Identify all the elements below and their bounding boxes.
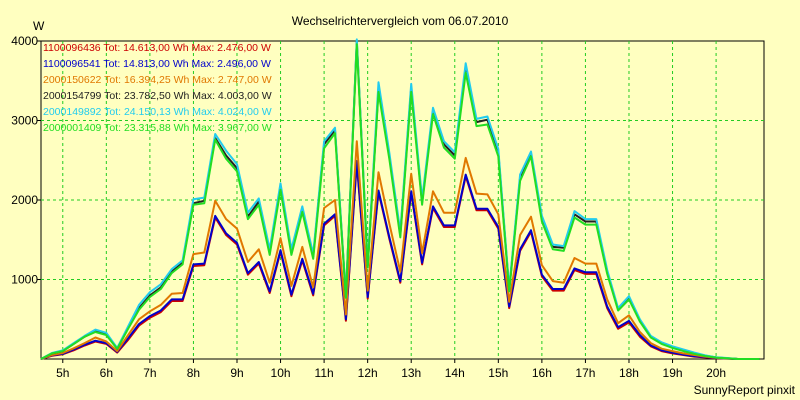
x-tick-label: 20h (706, 366, 726, 380)
legend-entry-2: 1100096541 Tot: 14.813,00 Wh Max: 2.496,… (43, 58, 271, 70)
series-line-2 (40, 160, 760, 360)
footer-credit: SunnyReport pinxit (694, 383, 796, 397)
x-tick-label: 5h (56, 366, 69, 380)
x-tick-label: 15h (488, 366, 508, 380)
y-tick-label: 3000 (11, 114, 38, 128)
x-tick-label: 11h (315, 366, 334, 380)
legend-entry-4: 2000154799 Tot: 23.782,50 Wh Max: 4.003,… (43, 90, 272, 102)
x-tick-label: 17h (575, 366, 595, 380)
legend-entry-1: 1100096436 Tot: 14.613,00 Wh Max: 2.476,… (43, 42, 271, 54)
x-tick-label: 10h (271, 366, 291, 380)
x-tick-label: 7h (143, 366, 156, 380)
y-axis-unit-label: W (33, 19, 45, 33)
y-axis-ticks: 1000 2000 3000 4000 (11, 34, 41, 287)
y-tick-label: 4000 (11, 34, 38, 48)
series-line-6 (40, 43, 760, 360)
x-axis-ticks: 5h 6h 7h 8h 9h 10h 11h 12h 13h 14h 15h 16h 17h 18h 19h… (56, 359, 726, 380)
x-tick-label: 8h (187, 366, 200, 380)
legend-entry-5: 2000149892 Tot: 24.150,13 Wh Max: 4.024,… (43, 106, 272, 118)
y-tick-label: 2000 (11, 193, 38, 207)
x-tick-label: 16h (532, 366, 552, 380)
series-line-1 (40, 162, 760, 360)
legend-entry-6: 2000001409 Tot: 23.315,88 Wh Max: 3.967,… (43, 122, 272, 134)
series-lines (40, 38, 760, 360)
series-line-3 (40, 140, 760, 360)
x-tick-label: 12h (358, 366, 378, 380)
chart-title: Wechselrichtervergleich vom 06.07.2010 (292, 14, 509, 28)
x-tick-label: 19h (663, 366, 683, 380)
x-tick-label: 13h (401, 366, 421, 380)
grid-lines (41, 41, 764, 359)
x-tick-label: 6h (100, 366, 113, 380)
x-tick-label: 14h (445, 366, 465, 380)
x-tick-label: 18h (619, 366, 639, 380)
legend: 1100096436 Tot: 14.613,00 Wh Max: 2.476,… (43, 42, 272, 134)
y-tick-label: 1000 (11, 273, 38, 287)
legend-entry-3: 2000150622 Tot: 16.394,25 Wh Max: 2.747,… (43, 74, 272, 86)
x-tick-label: 9h (230, 366, 243, 380)
